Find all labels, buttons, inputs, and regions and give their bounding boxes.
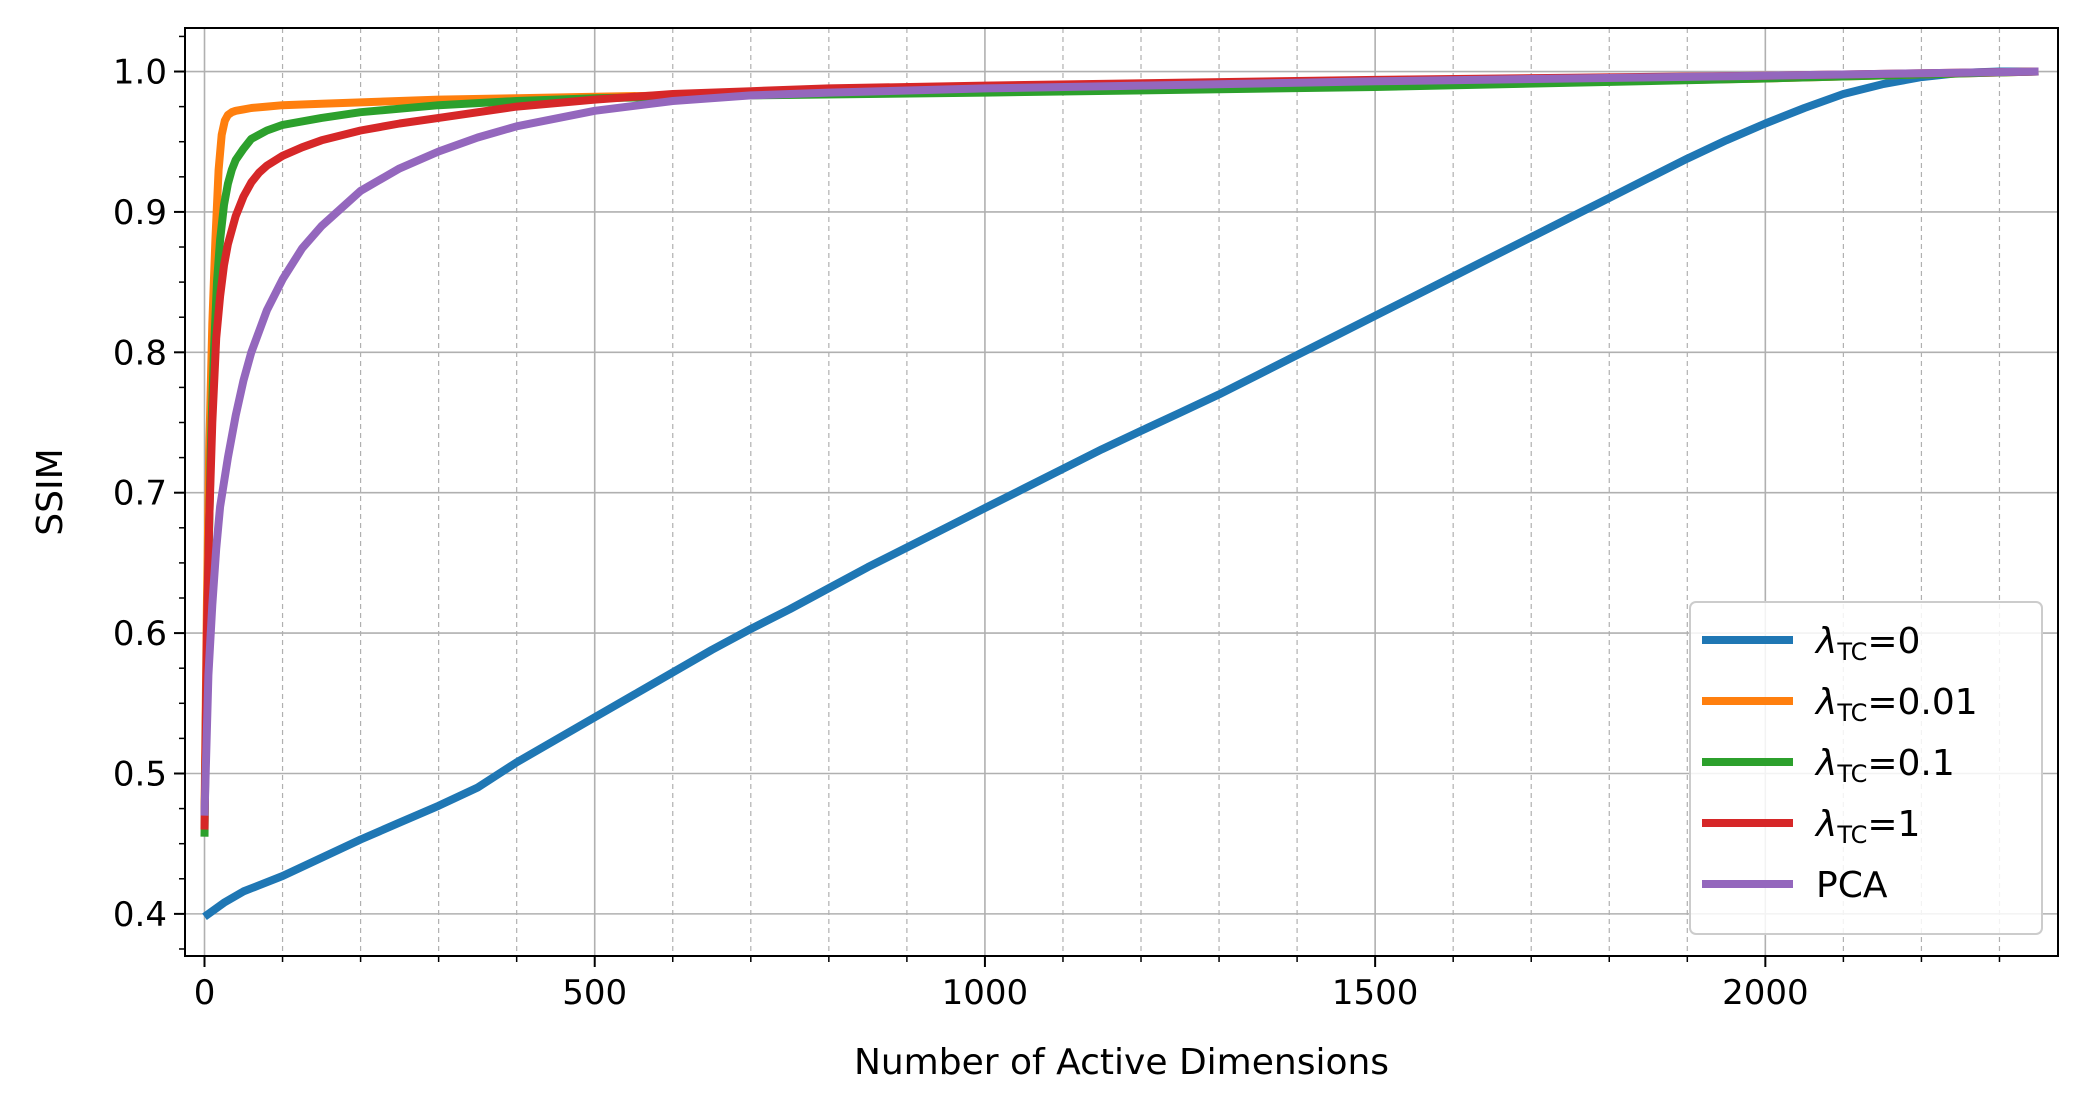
x-tick-label: 1000 bbox=[942, 973, 1029, 1013]
y-tick-label: 0.6 bbox=[113, 614, 167, 654]
x-tick-label: 1500 bbox=[1332, 973, 1419, 1013]
y-tick-label: 0.7 bbox=[113, 474, 167, 514]
legend-label: λTC=0 bbox=[1814, 621, 1920, 666]
legend-label: λTC=0.1 bbox=[1814, 743, 1955, 788]
x-axis-ticks: 0 500 1000 1500 2000 bbox=[194, 956, 2001, 1013]
y-axis-label: SSIM bbox=[30, 448, 71, 535]
legend-label: λTC=0.01 bbox=[1814, 682, 1978, 727]
series-lines bbox=[200, 67, 2039, 920]
y-tick-label: 1.0 bbox=[113, 53, 167, 93]
series-line-0 bbox=[202, 67, 2039, 920]
y-tick-label: 0.4 bbox=[113, 895, 167, 935]
series-line-3 bbox=[200, 67, 2039, 830]
x-tick-label: 0 bbox=[194, 973, 216, 1013]
legend-label: λTC=1 bbox=[1814, 804, 1920, 849]
y-tick-label: 0.8 bbox=[113, 333, 167, 373]
y-tick-label: 0.9 bbox=[113, 193, 167, 233]
y-axis-ticks: 0.4 0.5 0.6 0.7 0.8 0.9 1.0 bbox=[113, 35, 185, 950]
legend-label: PCA bbox=[1816, 865, 1888, 906]
x-tick-label: 2000 bbox=[1722, 973, 1809, 1013]
y-tick-label: 0.5 bbox=[113, 754, 167, 794]
x-tick-label: 500 bbox=[562, 973, 627, 1013]
legend: λTC=0 λTC=0.01 λTC=0.1 λTC=1 PCA bbox=[1689, 601, 2043, 935]
series-line-4 bbox=[200, 67, 2039, 816]
x-axis-label: Number of Active Dimensions bbox=[854, 1042, 1389, 1083]
legend-box bbox=[1689, 601, 2043, 935]
